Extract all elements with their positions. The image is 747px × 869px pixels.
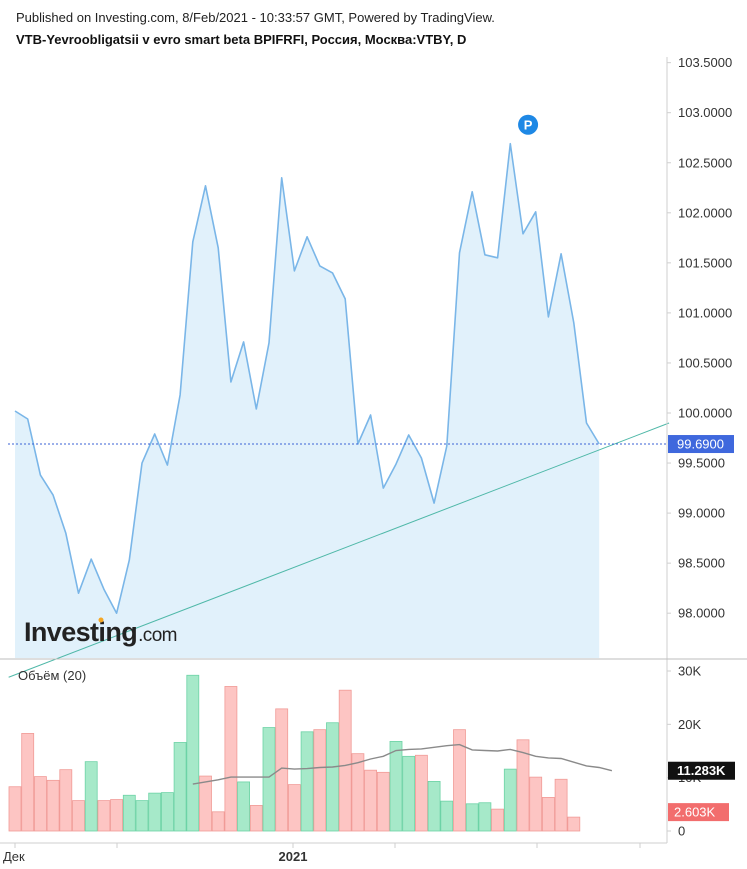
- logo-accent-icon: [98, 617, 104, 623]
- volume-bar-down: [46, 779, 60, 832]
- volume-tick-label: 0: [678, 824, 685, 839]
- volume-bar-up: [465, 803, 479, 832]
- volume-bar-down: [491, 808, 505, 832]
- pivot-marker-icon: [518, 114, 539, 135]
- price-tick-label: 102.5000: [678, 155, 732, 170]
- volume-bar-down: [567, 816, 581, 832]
- volume-bar-up: [237, 781, 251, 832]
- volume-bar-up: [122, 794, 136, 832]
- volume-bar-down: [453, 729, 466, 832]
- volume-bar-down: [287, 784, 301, 832]
- volume-bar-down: [97, 800, 111, 832]
- volume-bar-up: [326, 722, 339, 832]
- current-price-label: 99.6900: [677, 437, 724, 452]
- volume-bar-down: [376, 771, 390, 832]
- volume-bar-up: [148, 792, 162, 832]
- volume-bar-down: [542, 797, 555, 832]
- volume-bar-down: [249, 805, 263, 832]
- volume-bar-up: [440, 800, 454, 832]
- volume-bar-down: [275, 708, 289, 832]
- volume-bar-up: [173, 742, 187, 832]
- volume-bar-down: [554, 778, 568, 832]
- price-area: [15, 143, 600, 658]
- price-plot: P Investing.com: [8, 114, 670, 678]
- volume-bar-down: [529, 776, 543, 832]
- logo: Investing.com: [24, 617, 177, 647]
- last-volume-label: 2.603K: [674, 805, 716, 820]
- price-tick-label: 102.0000: [678, 205, 732, 220]
- volume-bar-up: [402, 755, 416, 832]
- current-price-badge: [668, 435, 734, 454]
- volume-ma-badge: [668, 761, 735, 780]
- volume-bar-down: [313, 729, 327, 832]
- time-tick-label: 2021: [279, 849, 308, 864]
- volume-bar-down: [110, 799, 123, 832]
- volume-bar-down: [211, 811, 225, 832]
- price-tick-label: 99.0000: [678, 506, 725, 521]
- volume-bar-up: [478, 802, 492, 832]
- volume-title: Объём (20): [18, 668, 86, 683]
- volume-bar-down: [8, 786, 22, 832]
- price-tick-label: 100.5000: [678, 355, 732, 370]
- last-volume-badge: [668, 803, 729, 822]
- volume-bar-down: [338, 689, 352, 832]
- price-tick-label: 103.5000: [678, 55, 732, 70]
- axes: 98.0000 98.5000 99.0000 99.5000 100.0000 100.…: [0, 55, 747, 864]
- published-info: Published on Investing.com, 8/Feb/2021 -…: [16, 10, 495, 25]
- volume-bar-up: [135, 800, 149, 832]
- price-tick-label: 101.5000: [678, 255, 732, 270]
- volume-bar-up: [300, 731, 314, 832]
- volume-bar-up: [84, 761, 98, 832]
- volume-ma-line: [192, 743, 613, 785]
- volume-bar-down: [199, 775, 212, 832]
- volume-bar-down: [34, 776, 47, 832]
- pivot-marker-label: P: [524, 118, 533, 133]
- volume-plot: Объём (20): [8, 668, 613, 832]
- volume-bar-down: [224, 686, 238, 832]
- trendline: [8, 422, 670, 678]
- volume-ma-label: 11.283K: [677, 763, 726, 778]
- volume-bar-up: [427, 781, 441, 832]
- price-tick-label: 98.5000: [678, 556, 725, 571]
- volume-bar-down: [516, 739, 530, 832]
- volume-bar-down: [364, 769, 378, 832]
- price-line: [14, 142, 600, 614]
- time-tick-label: Дек: [3, 849, 25, 864]
- price-tick-label: 100.0000: [678, 406, 732, 421]
- volume-bar-down: [414, 754, 428, 832]
- price-tick-label: 103.0000: [678, 105, 732, 120]
- price-tick-label: 99.5000: [678, 456, 725, 471]
- volume-tick-label: 20K: [678, 717, 701, 732]
- volume-bar-down: [351, 753, 365, 832]
- volume-bar-down: [59, 769, 73, 832]
- volume-bar-up: [389, 741, 403, 832]
- chart-title: VTB-Yevroobligatsii v evro smart beta BP…: [16, 32, 467, 47]
- price-tick-label: 101.0000: [678, 305, 732, 320]
- volume-bar-up: [262, 727, 276, 832]
- volume-bar-down: [21, 733, 35, 832]
- volume-bar-up: [186, 674, 200, 832]
- volume-tick-label: 30K: [678, 664, 701, 679]
- volume-bar-up: [160, 792, 174, 832]
- volume-bar-up: [503, 768, 517, 832]
- volume-bar-down: [72, 800, 85, 832]
- price-tick-label: 98.0000: [678, 606, 725, 621]
